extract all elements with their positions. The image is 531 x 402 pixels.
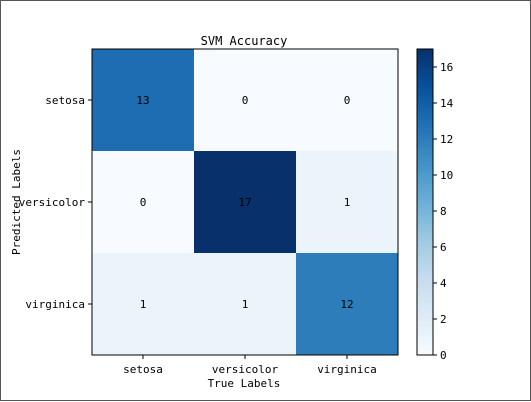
colorbar-tick-label: 14 (440, 97, 454, 110)
plot-border (91, 48, 399, 356)
heatmap-cell (296, 253, 398, 355)
x-tick-labels: setosa versicolor virginica (123, 355, 377, 376)
cell-value-label: 12 (340, 298, 353, 311)
colorbar (416, 48, 434, 356)
y-tick-labels: setosa versicolor virginica (19, 94, 92, 311)
heatmap-cell (92, 253, 194, 355)
x-tick-label: virginica (317, 363, 377, 376)
y-tick-label: virginica (25, 298, 85, 311)
x-tick-label: setosa (123, 363, 163, 376)
x-tick-label: versicolor (212, 363, 279, 376)
cell-value-label: 17 (238, 196, 251, 209)
colorbar-tick-label: 0 (440, 349, 447, 362)
x-axis-label: True Labels (208, 377, 281, 390)
y-axis-label: Predicted Labels (10, 149, 23, 255)
cell-value-label: 1 (140, 298, 147, 311)
cell-value-label: 1 (344, 196, 351, 209)
heatmap-cell (92, 151, 194, 253)
colorbar-tick-label: 16 (440, 61, 453, 74)
cell-value-label: 1 (242, 298, 249, 311)
heatmap-cell (296, 151, 398, 253)
cell-value-label: 0 (242, 94, 249, 107)
heatmap-cells (92, 49, 398, 355)
y-tick-label: setosa (45, 94, 85, 107)
colorbar-tick-label: 8 (440, 205, 447, 218)
cell-value-label: 0 (140, 196, 147, 209)
heatmap-cell (296, 49, 398, 151)
colorbar-tick-label: 10 (440, 169, 453, 182)
heatmap-cell (92, 49, 194, 151)
chart-title: SVM Accuracy (201, 34, 288, 48)
colorbar-tick-label: 6 (440, 241, 447, 254)
y-tick-label: versicolor (19, 196, 86, 209)
heatmap-cell (194, 49, 296, 151)
colorbar-tick-label: 12 (440, 133, 453, 146)
colorbar-ticks: 0 2 4 6 8 10 12 14 16 (433, 61, 454, 362)
colorbar-tick-label: 4 (440, 277, 447, 290)
cell-value-label: 0 (344, 94, 351, 107)
heatmap-cell (194, 151, 296, 253)
cell-value-labels: 13 0 0 0 17 1 1 1 12 (136, 94, 353, 311)
heatmap-cell (194, 253, 296, 355)
cell-value-label: 13 (136, 94, 149, 107)
colorbar-tick-label: 2 (440, 313, 447, 326)
